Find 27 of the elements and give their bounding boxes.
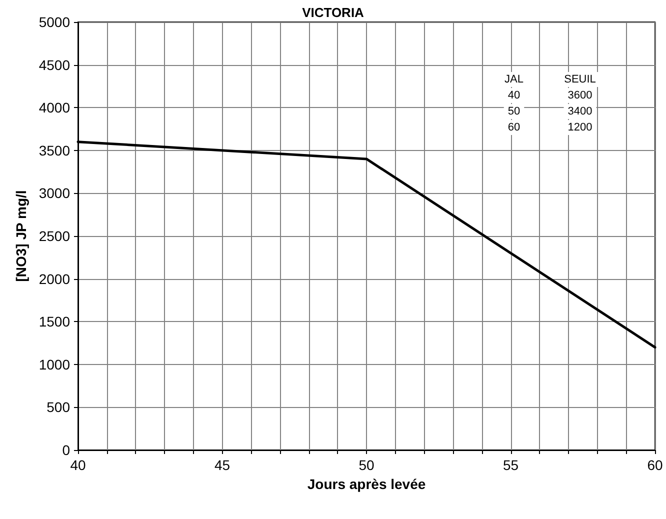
y-tick-label: 5000 [38, 14, 70, 30]
annotation: SEUIL [564, 74, 596, 86]
annotation: 3600 [568, 90, 592, 102]
y-tick-label: 2500 [38, 228, 70, 244]
y-tick-label: 1000 [38, 356, 70, 372]
y-tick-label: 0 [62, 442, 70, 458]
annotation: 1200 [568, 122, 592, 134]
y-tick-label: 3500 [38, 142, 70, 158]
annotation: JAL [504, 74, 524, 86]
y-tick-label: 500 [46, 399, 70, 416]
y-axis-title: [NO3] JP mg/l [12, 190, 29, 282]
x-tick-label: 55 [502, 457, 519, 473]
chart-title: VICTORIA [302, 5, 365, 20]
annotation: 3400 [568, 106, 592, 118]
x-tick-label: 40 [70, 457, 86, 473]
y-tick-label: 2000 [38, 270, 70, 287]
y-tick-label: 1500 [38, 314, 70, 330]
x-tick-label: 50 [358, 457, 374, 473]
annotation: 40 [508, 90, 520, 102]
x-tick-label: 60 [647, 457, 663, 473]
annotation: 50 [508, 106, 520, 118]
y-tick-label: 4500 [38, 56, 70, 73]
y-tick-label: 4000 [38, 100, 70, 116]
x-tick-label: 45 [214, 457, 230, 473]
annotation: 60 [508, 122, 520, 134]
y-tick-label: 3000 [38, 185, 70, 202]
x-axis-title: Jours après levée [307, 476, 426, 492]
